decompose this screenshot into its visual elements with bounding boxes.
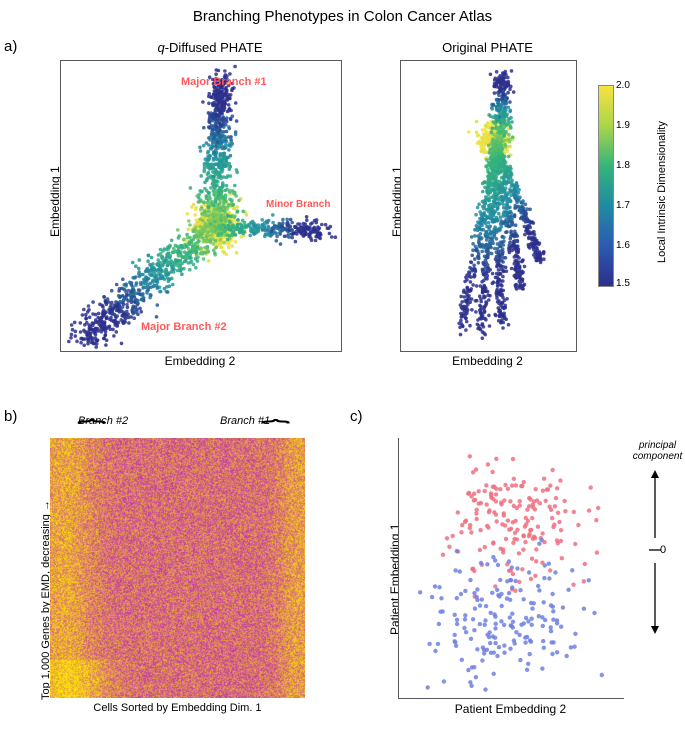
pc-zero: 0 <box>660 544 666 556</box>
cbar-tick: 1.9 <box>616 120 630 131</box>
scatter-c <box>398 438 624 699</box>
ann-minor: Minor Branch <box>266 199 330 210</box>
subplot-title-right: Original PHATE <box>400 40 575 55</box>
colorbar: 2.0 1.9 1.8 1.7 1.6 1.5 Local Intrinsic … <box>598 85 614 287</box>
colorbar-gradient <box>598 85 614 287</box>
pc-label-text: principal component <box>633 440 682 462</box>
cbar-tick: 1.5 <box>616 278 630 289</box>
subplot-title-left: q-Diffused PHATE <box>70 40 350 55</box>
figure-root: Branching Phenotypes in Colon Cancer Atl… <box>0 0 685 746</box>
pc-label: principal component <box>630 440 685 462</box>
brace-label-left: Branch #2 <box>78 415 128 427</box>
scatter-right <box>400 60 577 352</box>
axis-x-c: Patient Embedding 2 <box>398 702 623 716</box>
ann-branch1: Major Branch #1 <box>181 76 267 88</box>
brace-label-right: Branch #1 <box>220 415 270 427</box>
ann-branch2: Major Branch #2 <box>141 321 227 333</box>
scatter-left: Major Branch #1 Major Branch #2 Minor Br… <box>60 60 342 352</box>
cbar-tick: 1.8 <box>616 160 630 171</box>
axis-x-a-right: Embedding 2 <box>400 354 575 368</box>
heatmap <box>50 438 305 698</box>
panel-label-b: b) <box>4 408 17 425</box>
panel-label-a: a) <box>4 38 17 55</box>
cbar-tick: 1.7 <box>616 200 630 211</box>
panel-label-c: c) <box>350 408 363 425</box>
colorbar-label: Local Intrinsic Dimensionality <box>656 121 668 263</box>
figure-title: Branching Phenotypes in Colon Cancer Atl… <box>0 8 685 25</box>
cbar-tick: 2.0 <box>616 80 630 91</box>
cbar-tick: 1.6 <box>616 240 630 251</box>
axis-x-b: Cells Sorted by Embedding Dim. 1 <box>50 702 305 714</box>
axis-x-a-left: Embedding 2 <box>60 354 340 368</box>
